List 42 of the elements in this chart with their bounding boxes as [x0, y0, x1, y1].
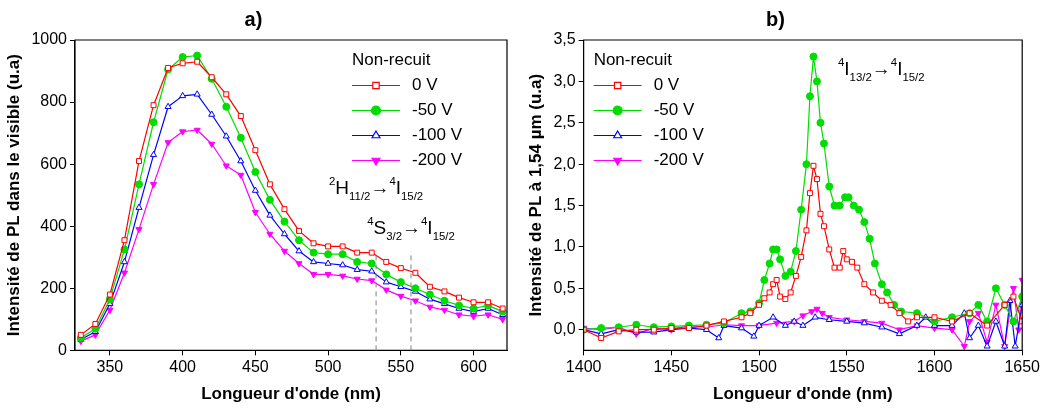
y-tick-label: 600: [40, 154, 68, 172]
y-tick-label: 2,0: [552, 154, 576, 172]
legend-title: Non-recuit: [593, 50, 672, 70]
x-tick-label: 400: [169, 358, 197, 376]
y-tick-label: 1000: [31, 30, 68, 48]
chart-title: b): [765, 7, 785, 30]
y-tick-label: 3,0: [552, 71, 576, 89]
x-tick-label: 1550: [828, 358, 865, 376]
legend-label: -200 V: [653, 150, 704, 170]
x-tick-label: 500: [314, 358, 342, 376]
x-tick-label: 600: [460, 358, 487, 376]
legend-label: -100 V: [412, 125, 463, 145]
y-tick-label: 0: [58, 340, 68, 358]
y-tick-label: 1,5: [552, 195, 576, 213]
x-tick-label: 1450: [653, 358, 689, 376]
legend-label: 0 V: [412, 75, 439, 95]
x-tick-label: 1600: [916, 358, 952, 376]
x-tick-label: 350: [96, 358, 124, 376]
y-tick-label: 0,0: [552, 320, 576, 338]
legend-title: Non-recuit: [352, 50, 431, 70]
x-tick-label: 1500: [740, 358, 777, 376]
y-axis-title: Intensité de PL à 1,54 µm (u.a): [525, 73, 545, 317]
legend-label: -200 V: [412, 150, 463, 170]
y-tick-label: 2,5: [552, 113, 576, 131]
y-tick-label: 0,5: [552, 278, 576, 296]
chart-title: a): [244, 7, 263, 30]
y-tick-label: 800: [40, 92, 68, 110]
x-axis-title: Longueur d'onde (nm): [712, 384, 893, 404]
y-axis-title: Intensité de PL dans le visible (u.a): [3, 54, 23, 337]
legend-label: -100 V: [653, 125, 704, 145]
y-tick-label: 400: [40, 216, 68, 234]
x-tick-label: 450: [242, 358, 269, 376]
y-tick-label: 3,5: [552, 30, 576, 48]
legend-label: -50 V: [653, 100, 695, 120]
y-tick-label: 1,0: [552, 237, 576, 255]
legend-label: -50 V: [412, 100, 454, 120]
y-tick-label: 200: [40, 278, 68, 296]
x-tick-label: 1400: [565, 358, 602, 376]
x-axis-title: Longueur d'onde (nm): [201, 384, 381, 404]
x-tick-label: 1650: [1003, 358, 1040, 376]
legend-label: 0 V: [653, 75, 680, 95]
x-tick-label: 550: [387, 358, 415, 376]
